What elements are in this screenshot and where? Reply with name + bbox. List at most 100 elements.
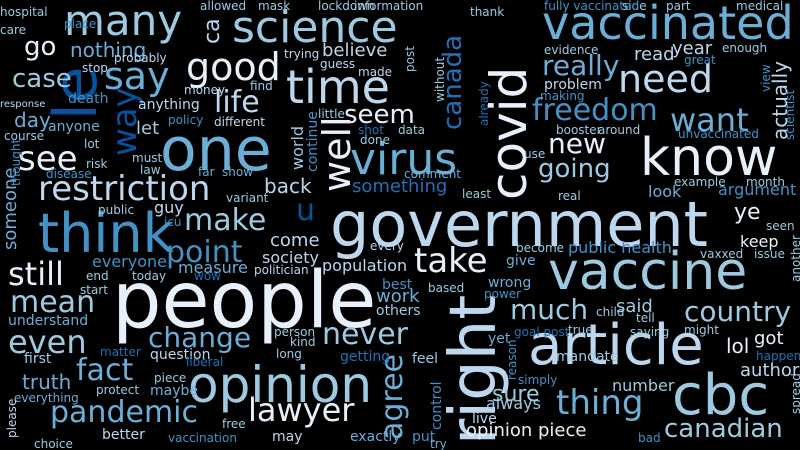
word-money: money — [184, 83, 226, 97]
word-based: based — [428, 281, 465, 295]
word-maybe: maybe — [150, 383, 199, 399]
word-know: know — [640, 128, 778, 188]
word-far: far — [198, 165, 215, 179]
word-lol: lol — [726, 334, 750, 358]
word-shot: shot — [358, 123, 384, 137]
word-exactly: exactly — [350, 429, 401, 445]
word-unvaccinated: unvaccinated — [678, 127, 759, 141]
word-issue: issue — [754, 247, 785, 261]
word-bad: bad — [638, 431, 661, 445]
word-pandemic: pandemic — [50, 395, 198, 430]
word-least: least — [462, 187, 492, 201]
word-probably: probably — [114, 51, 167, 65]
word-people: people — [112, 256, 377, 346]
word-argument: argument — [718, 180, 797, 199]
word-covid: covid — [480, 66, 538, 200]
word-go: go — [24, 32, 57, 62]
word-see: see — [18, 139, 78, 179]
word-u: u — [296, 193, 316, 228]
word-view: view — [759, 64, 773, 92]
word-look: look — [648, 182, 682, 201]
word-others: others — [376, 303, 421, 319]
word-article: article — [528, 313, 704, 378]
word-problem: problem — [544, 77, 602, 93]
word-country: country — [684, 295, 792, 328]
word-going: going — [538, 154, 611, 184]
word-public: public — [98, 203, 135, 217]
word-matter: matter — [100, 345, 141, 359]
word-fact: fact — [76, 353, 134, 388]
word-mask: mask — [258, 0, 291, 13]
word-canadian: canadian — [664, 414, 783, 444]
word-power: power — [484, 287, 522, 301]
word-said: said — [616, 296, 653, 317]
word-mandate: mandate — [556, 349, 619, 365]
word-opinion-piece: opinion piece — [466, 420, 587, 441]
word-reason: reason — [505, 339, 519, 380]
word-yet: yet — [488, 331, 511, 347]
word-day: day — [14, 108, 51, 132]
word-even: even — [8, 323, 87, 361]
word-always: always — [486, 394, 541, 413]
word-cbc: cbc — [672, 363, 770, 428]
word-author: author — [740, 360, 800, 381]
word-long: long — [276, 347, 302, 361]
word-course: course — [4, 129, 45, 143]
word-let: let — [136, 118, 160, 139]
word-everyone: everyone — [92, 252, 167, 271]
word-wow: wow — [194, 269, 221, 283]
word-show: show — [222, 165, 254, 179]
word-response: response — [0, 99, 46, 110]
word-ca: ca — [200, 18, 225, 44]
word-find: find — [250, 79, 273, 93]
word-every: every — [370, 239, 404, 253]
word-death: death — [68, 91, 109, 107]
word-say: say — [104, 54, 170, 98]
word-become: become — [516, 241, 565, 255]
word-politician: politician — [254, 263, 309, 277]
word-sure: sure — [492, 382, 540, 407]
word-opinion: opinion — [188, 356, 373, 414]
word-thought: thought — [9, 138, 23, 186]
word-allowed: allowed — [200, 0, 247, 13]
word-risk: risk — [86, 157, 108, 171]
word-government: government — [330, 188, 708, 261]
word-understand: understand — [8, 313, 89, 329]
word-virus: virus — [350, 134, 458, 185]
word-many: many — [64, 0, 183, 45]
word-good: good — [186, 45, 281, 89]
word-live: live — [472, 411, 497, 427]
word-made: made — [358, 65, 393, 79]
word-put: put — [412, 429, 436, 445]
word-guy: guy — [154, 198, 184, 217]
word-better: better — [102, 427, 145, 443]
word-lockdown: lockdown — [318, 0, 375, 13]
word-part: part — [666, 0, 691, 13]
word-keep: keep — [740, 232, 779, 251]
word-goal-post: goal post — [514, 325, 570, 339]
word-data: data — [398, 123, 426, 137]
word-never: never — [322, 317, 409, 352]
word-thing: thing — [556, 383, 644, 423]
word-booster: booster — [556, 123, 602, 137]
word-policy: policy — [168, 113, 204, 127]
word-different: different — [214, 115, 265, 129]
word-trying: trying — [284, 47, 320, 61]
word-want: want — [670, 101, 749, 139]
word-saying: saying — [630, 325, 670, 339]
word-public-health: public health — [568, 238, 672, 257]
word-much: much — [510, 293, 589, 326]
word-thank: thank — [470, 5, 505, 19]
word-back: back — [264, 174, 312, 198]
word-done: done — [360, 133, 390, 147]
word-fully-vaccinated: fully vaccinated — [544, 0, 640, 13]
word-may: may — [272, 429, 303, 445]
word-free: free — [222, 417, 246, 431]
word-vaxxed: vaxxed — [700, 247, 744, 261]
word-please: please — [5, 398, 19, 438]
word-take: take — [414, 241, 488, 281]
word-end: end — [86, 269, 109, 283]
word-wrong: wrong — [488, 275, 532, 291]
word-really: really — [542, 49, 620, 82]
